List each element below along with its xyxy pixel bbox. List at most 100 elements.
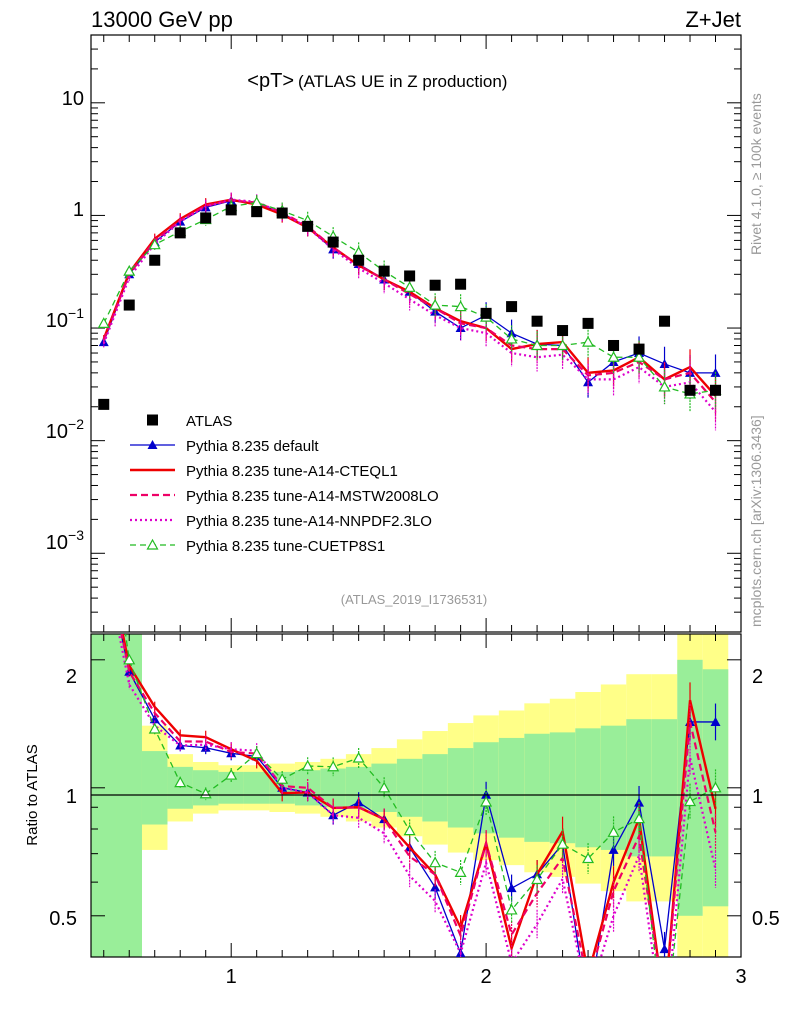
ratio-point-cuet [556, 837, 569, 849]
header-right: Z+Jet [685, 7, 741, 32]
ratio-uncertainty-bands [91, 634, 729, 957]
y-tick-label-0.001: 10−3 [46, 527, 84, 554]
ratio-point-cuet [582, 852, 595, 864]
ratio-plot-data [99, 477, 722, 1014]
ratio-label-right-05: 0.5 [752, 908, 780, 930]
x-tick-label-3: 3 [735, 966, 746, 988]
ratio-label-left-2: 2 [66, 666, 77, 688]
atlas-data-point [582, 317, 594, 329]
atlas-data-point [353, 254, 365, 266]
y-tick-labels-ratio: 2 1 0.5 2 1 0.5 [49, 666, 780, 930]
y-tick-labels-main: 10 1 10−1 10−2 10−3 [46, 88, 84, 554]
ratio-point-cuet [276, 772, 289, 784]
ratio-point-cuet [531, 873, 544, 885]
atlas-data-point [404, 270, 416, 282]
ratio-point-default [710, 716, 721, 726]
legend-label-mstw: Pythia 8.235 tune-A14-MSTW2008LO [186, 488, 439, 505]
main-point-cuet [658, 380, 671, 392]
ratio-point-default [481, 789, 492, 799]
legend-marker-cuet [146, 538, 159, 550]
y-tick-label-0.1: 10−1 [46, 305, 84, 332]
ratio-point-cuet [403, 824, 416, 836]
atlas-data-point [200, 212, 212, 224]
ratio-band-inner [396, 758, 423, 817]
ratio-label-left-1: 1 [66, 786, 77, 808]
ratio-band-inner [575, 728, 601, 848]
axis-ticks [91, 34, 741, 958]
ratio-point-cuet [505, 903, 518, 915]
main-point-cuet [582, 335, 595, 347]
mcplots-label: mcplots.cern.ch [arXiv:1306.3436] [748, 415, 764, 627]
ratio-point-cuet [174, 776, 187, 788]
legend-marker-default [147, 440, 158, 449]
atlas-data-point [225, 204, 237, 216]
header-left: 13000 GeV pp [91, 7, 233, 32]
ratio-point-cuet [250, 747, 263, 759]
ratio-band-inner [243, 771, 270, 804]
legend-atlas-label: ATLAS [186, 413, 232, 430]
ratio-band-inner [141, 751, 168, 825]
atlas-data-point [455, 278, 467, 290]
legend: ATLAS Pythia 8.235 default Pythia 8.235 tu… [130, 413, 439, 555]
y-tick-label-1: 1 [73, 199, 84, 221]
ratio-y-axis-label: Ratio to ATLAS [24, 744, 41, 845]
atlas-data-point [633, 343, 645, 355]
ratio-point-cuet [99, 477, 109, 486]
ratio-label-right-2: 2 [752, 666, 763, 688]
atlas-data-point [98, 398, 110, 410]
legend-label-nnpdf: Pythia 8.235 tune-A14-NNPDF2.3LO [186, 513, 432, 530]
ratio-point-cuet [454, 866, 467, 877]
main-point-cuet [505, 332, 518, 344]
ratio-point-default [583, 1005, 593, 1014]
main-point-cuet [531, 339, 544, 351]
ratio-band-inner [447, 748, 474, 828]
ratio-label-left-05: 0.5 [49, 908, 77, 930]
ratio-point-cuet [123, 653, 136, 665]
ratio-point-cuet [148, 722, 161, 734]
ratio-label-right-1: 1 [752, 786, 763, 808]
main-point-cuet [403, 281, 416, 292]
x-tick-labels: 1 2 3 [226, 966, 747, 988]
ratio-band-inner [422, 754, 448, 822]
x-tick-label-2: 2 [481, 966, 492, 988]
ratio-point-cuet [633, 812, 646, 824]
plot-title-main: <pT> [247, 70, 294, 92]
ratio-band-inner [524, 733, 550, 842]
ratio-band-inner [498, 737, 525, 838]
ratio-point-cuet [709, 781, 722, 793]
ratio-point-default [99, 548, 109, 557]
ratio-point-cuet [607, 826, 620, 837]
atlas-data-point [531, 315, 543, 327]
atlas-data-point [149, 254, 161, 266]
legend-label-default: Pythia 8.235 default [186, 438, 319, 455]
main-point-cuet [454, 300, 467, 312]
ratio-point-cuet [378, 781, 391, 793]
ratio-point-cuet [225, 768, 238, 780]
legend-atlas-marker [147, 414, 158, 426]
main-point-cuet [607, 351, 620, 362]
main-point-cuet [97, 317, 110, 328]
main-point-cuet [123, 264, 136, 276]
ratio-point-cuet [429, 856, 442, 868]
ratio-point-cuet [683, 795, 697, 807]
atlas-data-point [506, 301, 518, 313]
y-tick-label-10: 10 [62, 88, 84, 110]
atlas-data-point [710, 384, 722, 396]
ratio-point-cuet [327, 760, 340, 772]
atlas-data-point [659, 315, 671, 327]
ratio-point-default [659, 944, 670, 954]
atlas-data-point [174, 227, 186, 239]
plot-title-sub: (ATLAS UE in Z production) [298, 72, 507, 91]
atlas-data-point [480, 307, 492, 319]
main-point-cuet [429, 298, 442, 310]
main-plot-data [97, 192, 722, 431]
ratio-band-inner [651, 719, 678, 857]
main-point-cuet [633, 351, 646, 362]
main-point-cuet [556, 339, 569, 351]
atlas-data-point [251, 206, 263, 218]
ratio-point-default [506, 883, 517, 893]
atlas-data-point [123, 299, 135, 311]
ratio-point-default [608, 844, 619, 854]
ratio-point-cuet [480, 795, 493, 807]
